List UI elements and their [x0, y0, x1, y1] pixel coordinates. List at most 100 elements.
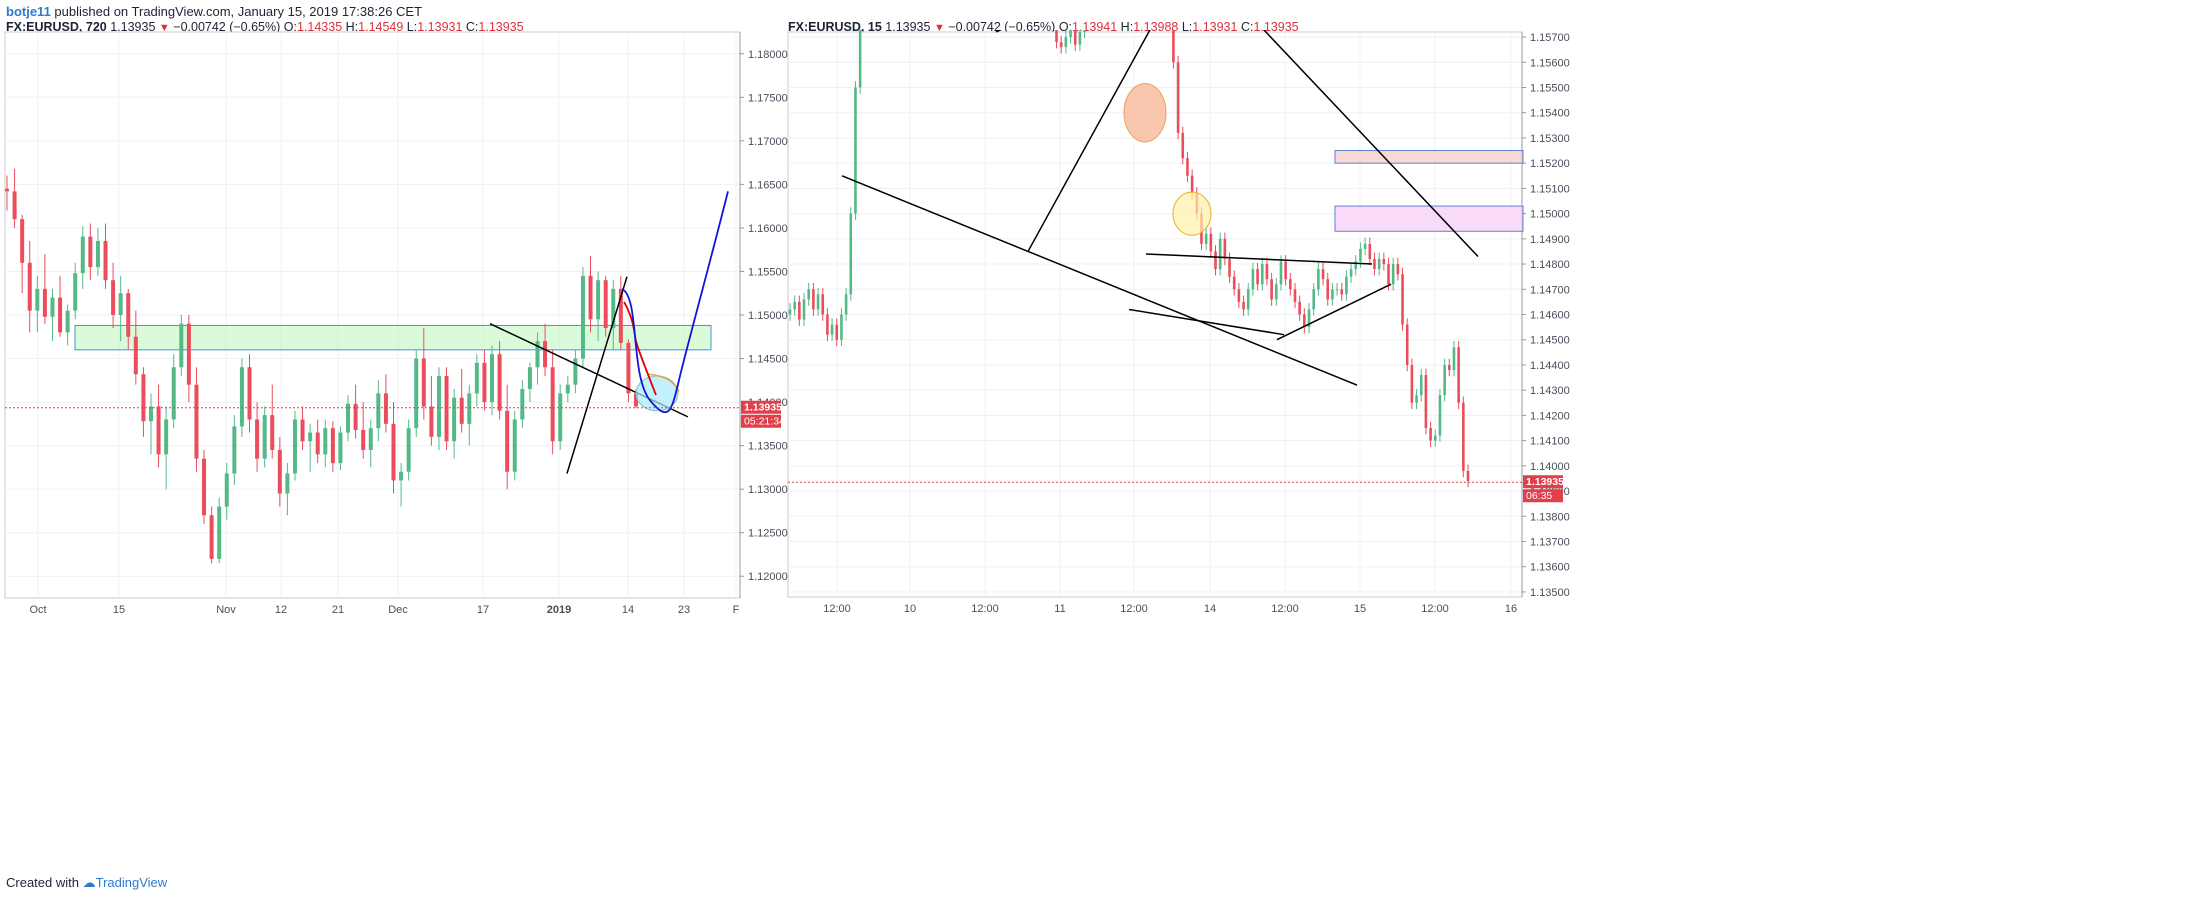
- candle-body: [12, 191, 17, 220]
- candle-body: [1429, 428, 1432, 441]
- candle-body: [1251, 269, 1255, 290]
- price-tag: [741, 400, 781, 414]
- candle-body: [1401, 274, 1404, 325]
- candle-body: [812, 289, 815, 310]
- candle-body: [580, 275, 585, 359]
- tradingview-logo-icon[interactable]: ☁: [82, 875, 96, 890]
- y-tick-label: 1.12000: [748, 571, 788, 583]
- y-tick-label: 1.14400: [1530, 360, 1570, 372]
- created-with-label: Created with: [6, 875, 79, 890]
- y-tick-label: 1.18000: [748, 49, 788, 61]
- candle-body: [802, 299, 806, 320]
- candle-body: [634, 393, 638, 407]
- publish-info: published on TradingView.com, January 15…: [54, 4, 423, 19]
- candle-body: [1190, 175, 1194, 194]
- x-tick-label: 15: [1354, 603, 1366, 615]
- candle-body: [1260, 264, 1264, 285]
- candle-body: [126, 293, 131, 337]
- y-tick-label: 1.15500: [748, 266, 788, 278]
- candle-body: [535, 341, 540, 368]
- candle-body: [1462, 402, 1465, 471]
- y-tick-label: 1.17000: [748, 136, 788, 148]
- author-link[interactable]: botje11: [6, 4, 51, 19]
- candle-body: [452, 397, 457, 442]
- candle-body: [186, 323, 191, 385]
- footer: Created with ☁TradingView: [6, 875, 167, 891]
- y-tick-label: 1.15300: [1530, 133, 1570, 145]
- candle-body: [816, 294, 820, 310]
- y-tick-label: 1.14100: [1530, 436, 1570, 448]
- candle-body: [1359, 248, 1362, 262]
- left-symbol[interactable]: FX:EURUSD: [6, 20, 79, 34]
- candle-body: [527, 367, 532, 390]
- resistance-zone-red: [1334, 150, 1524, 164]
- candle-body: [1321, 269, 1325, 280]
- candle-body: [58, 297, 63, 333]
- candle-body: [1317, 269, 1320, 290]
- candle-body: [217, 506, 222, 559]
- candle-body: [346, 403, 351, 433]
- candle-body: [611, 288, 616, 329]
- y-tick-label: 1.14500: [748, 354, 788, 366]
- candle-body: [1232, 276, 1236, 290]
- candle-body: [558, 393, 563, 442]
- candle-body: [1438, 395, 1442, 436]
- candle-body: [858, 30, 862, 88]
- candle-body: [788, 309, 792, 315]
- candle-body: [444, 375, 449, 442]
- left-chart[interactable]: 1.18000 1.17500 1.17000 1.16500 1.16000 1.155…: [0, 30, 790, 875]
- candle-body: [406, 428, 411, 472]
- candle-body: [835, 324, 839, 340]
- y-tick-label: 1.13500: [748, 441, 788, 453]
- candle-body: [1368, 243, 1372, 260]
- candle-body: [1387, 264, 1390, 285]
- candle-body: [262, 415, 267, 459]
- candle-body: [1237, 289, 1241, 302]
- candle-body: [1083, 30, 1086, 32]
- down-triangle-icon: ▼: [158, 22, 170, 34]
- y-tick-label: 1.14200: [1530, 410, 1570, 422]
- candle-body: [1204, 233, 1208, 244]
- y-tick-label: 1.13800: [1530, 511, 1570, 523]
- tradingview-brand[interactable]: TradingView: [95, 875, 168, 890]
- x-tick-label: 12:00: [971, 603, 999, 615]
- candle-body: [1270, 279, 1273, 300]
- candle-body: [338, 432, 343, 464]
- candle-body: [854, 87, 857, 214]
- right-interval[interactable]: 15: [867, 20, 882, 34]
- right-ohlc-legend: FX:EURUSD, 15 1.13935 ▼ −0.00742 (−0.65%…: [788, 20, 1299, 34]
- x-tick-label: 12:00: [1120, 603, 1148, 615]
- candle-body: [88, 236, 93, 268]
- candle-body: [118, 293, 123, 315]
- candle-body: [1373, 259, 1376, 270]
- trendline: [1276, 283, 1392, 341]
- right-chart[interactable]: 1.15700 1.15600 1.15500 1.15400 1.15300 1.152…: [782, 30, 1572, 875]
- candle-body: [543, 341, 548, 368]
- countdown-tag: [741, 414, 781, 428]
- candle-body: [512, 419, 517, 472]
- candle-body: [194, 384, 199, 459]
- candle-body: [353, 403, 358, 430]
- left-interval[interactable]: 720: [85, 20, 107, 34]
- candle-body: [1419, 375, 1423, 396]
- y-tick-label: 1.14300: [1530, 385, 1570, 397]
- candle-body: [1218, 238, 1222, 270]
- x-tick-label: Nov: [216, 604, 236, 616]
- candle-body: [1433, 435, 1437, 441]
- candle-body: [232, 426, 237, 474]
- down-triangle-icon: ▼: [933, 22, 945, 34]
- candle-body: [603, 280, 608, 329]
- x-tick-label: 16: [1505, 603, 1517, 615]
- x-tick-label: 14: [622, 604, 634, 616]
- candle-body: [626, 342, 631, 394]
- candle-body: [35, 288, 40, 311]
- candle-body: [1447, 364, 1451, 370]
- y-tick-label: 1.15000: [1530, 209, 1570, 221]
- candle-body: [1172, 30, 1175, 63]
- right-change: −0.00742 (−0.65%): [948, 20, 1056, 34]
- y-tick-label: 1.12500: [748, 528, 788, 540]
- candle-body: [1073, 30, 1077, 45]
- candle-body: [1246, 289, 1250, 310]
- right-symbol[interactable]: FX:EURUSD: [788, 20, 861, 34]
- y-tick-label: 1.13600: [1530, 562, 1570, 574]
